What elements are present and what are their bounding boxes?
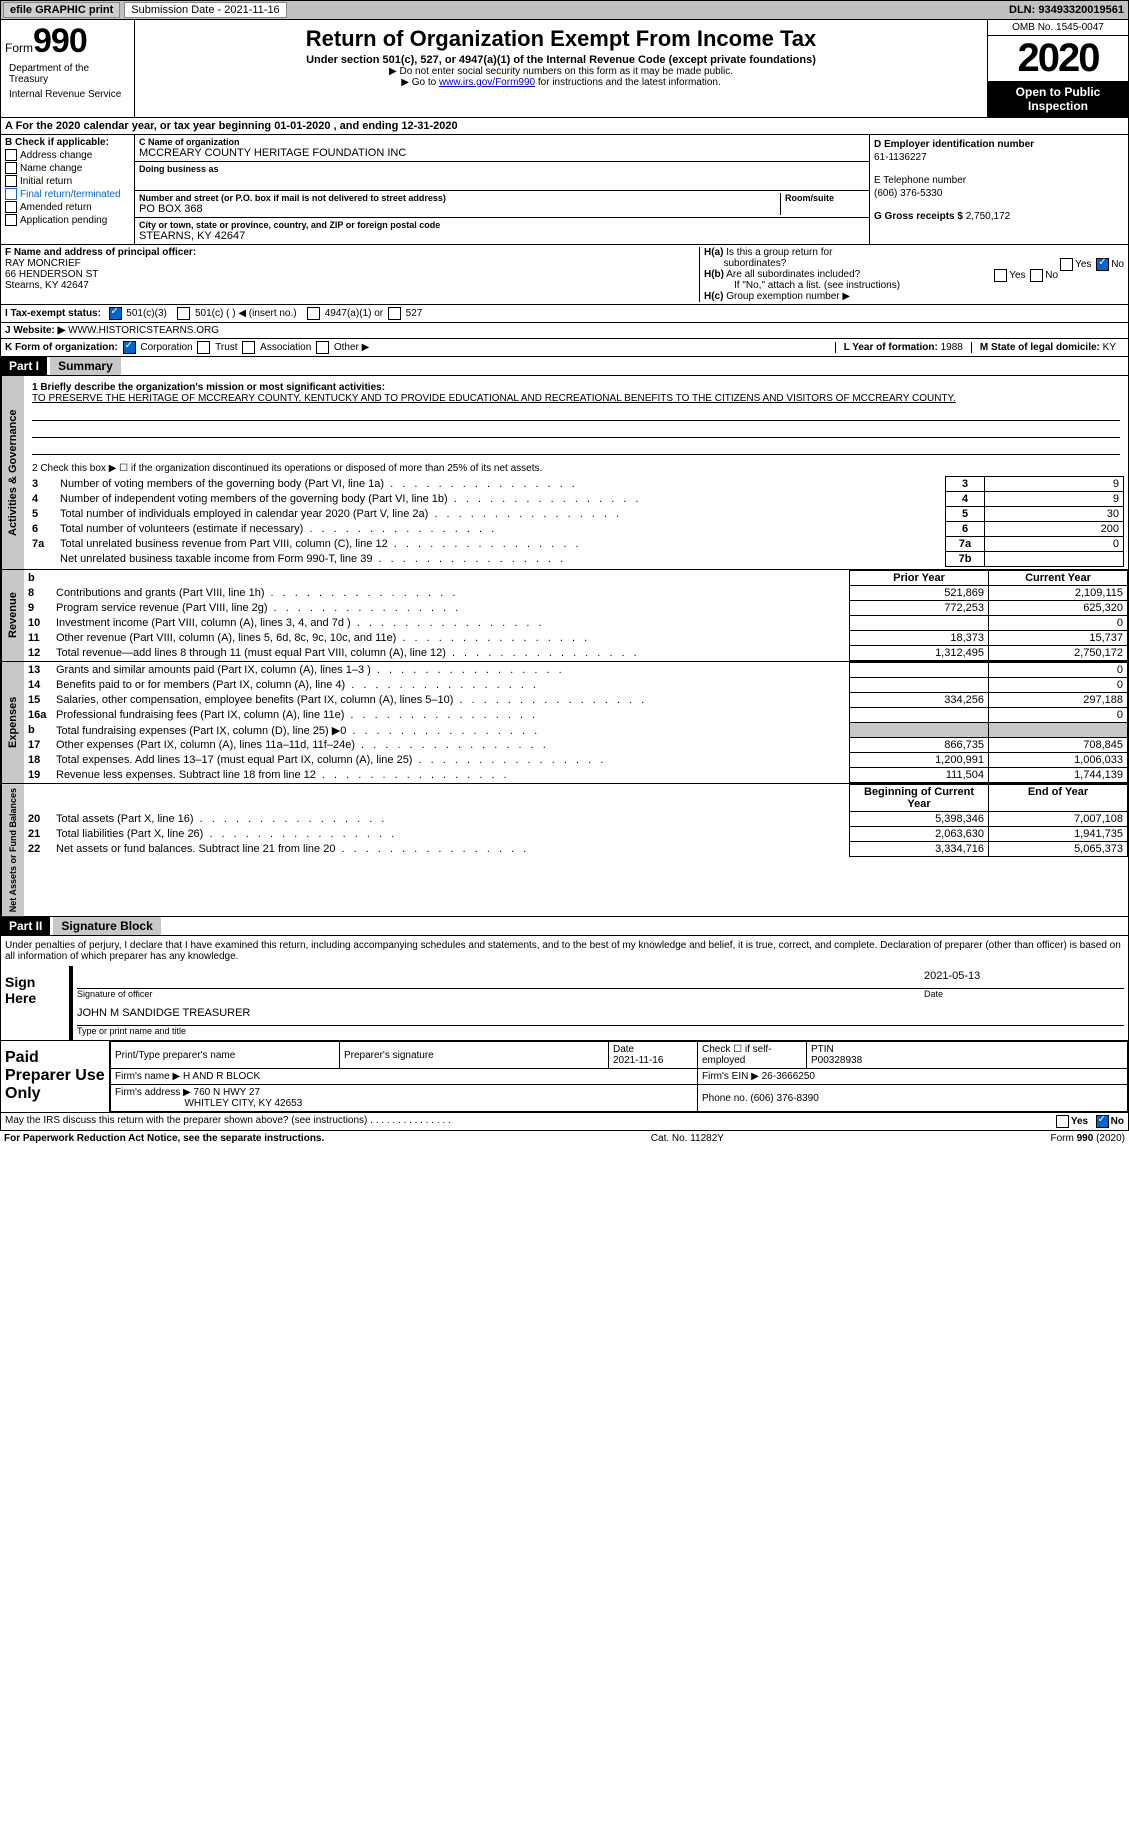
website: WWW.HISTORICSTEARNS.ORG (68, 325, 219, 336)
dept-irs: Internal Revenue Service (5, 87, 130, 102)
governance-label: Activities & Governance (1, 376, 24, 569)
ein-label: D Employer identification number (874, 139, 1034, 150)
other-checkbox[interactable] (316, 341, 329, 354)
col-b-checkboxes: B Check if applicable: Address change Na… (1, 135, 135, 244)
gross-label: G Gross receipts $ (874, 211, 963, 222)
form-label: Form990 (5, 22, 130, 61)
officer-addr2: Stearns, KY 42647 (5, 280, 89, 291)
4947-checkbox[interactable] (307, 307, 320, 320)
row-f-label: F Name and address of principal officer: (5, 247, 196, 258)
submission-date: Submission Date - 2021-11-16 (124, 2, 286, 18)
org-name-label: C Name of organization (139, 137, 865, 147)
note-link: ▶ Go to www.irs.gov/Form990 for instruct… (139, 77, 983, 88)
corp-checkbox[interactable] (123, 341, 136, 354)
part1-title: Summary (50, 357, 121, 375)
city: STEARNS, KY 42647 (139, 230, 865, 242)
officer-addr1: 66 HENDERSON ST (5, 269, 98, 280)
form-title: Return of Organization Exempt From Incom… (139, 26, 983, 52)
note-ssn: ▶ Do not enter social security numbers o… (139, 66, 983, 77)
501c3-checkbox[interactable] (109, 307, 122, 320)
expenses-label: Expenses (1, 662, 24, 783)
addr: PO BOX 368 (139, 203, 780, 215)
irs-link[interactable]: www.irs.gov/Form990 (439, 77, 535, 88)
efile-button[interactable]: efile GRAPHIC print (3, 2, 120, 18)
discuss-yes[interactable] (1056, 1115, 1069, 1128)
netassets-label: Net Assets or Fund Balances (1, 784, 24, 916)
city-label: City or town, state or province, country… (139, 220, 865, 230)
omb-number: OMB No. 1545-0047 (988, 20, 1128, 36)
officer-name: RAY MONCRIEF (5, 258, 81, 269)
footer-center: Cat. No. 11282Y (651, 1133, 724, 1144)
row-j-label: J Website: ▶ (5, 325, 65, 336)
revenue-label: Revenue (1, 570, 24, 661)
part2-header: Part II (1, 917, 50, 935)
preparer-label: Paid Preparer Use Only (1, 1041, 109, 1112)
assoc-checkbox[interactable] (242, 341, 255, 354)
addr-label: Number and street (or P.O. box if mail i… (139, 193, 780, 203)
room-label: Room/suite (785, 193, 865, 203)
declaration: Under penalties of perjury, I declare th… (1, 936, 1128, 966)
part2-title: Signature Block (53, 917, 160, 935)
mission-text: TO PRESERVE THE HERITAGE OF MCCREARY COU… (32, 393, 956, 404)
gross-receipts: 2,750,172 (966, 211, 1011, 222)
trust-checkbox[interactable] (197, 341, 210, 354)
sign-here-label: Sign Here (1, 966, 69, 1040)
open-public-badge: Open to Public Inspection (988, 81, 1128, 117)
part1-header: Part I (1, 357, 47, 375)
form-subtitle: Under section 501(c), 527, or 4947(a)(1)… (139, 54, 983, 66)
discuss-text: May the IRS discuss this return with the… (5, 1115, 451, 1128)
ein: 61-1136227 (874, 152, 1124, 163)
phone-label: E Telephone number (874, 175, 966, 186)
row-a-tax-year: A For the 2020 calendar year, or tax yea… (0, 118, 1129, 135)
501c-checkbox[interactable] (177, 307, 190, 320)
header-bar: efile GRAPHIC print Submission Date - 20… (0, 0, 1129, 20)
dln: DLN: 93493320019561 (1009, 4, 1128, 16)
org-name: MCCREARY COUNTY HERITAGE FOUNDATION INC (139, 147, 865, 159)
row-k-label: K Form of organization: (5, 342, 118, 353)
footer-left: For Paperwork Reduction Act Notice, see … (4, 1133, 324, 1144)
title-row: Form990 Department of the Treasury Inter… (0, 20, 1129, 118)
dba-label: Doing business as (139, 164, 865, 174)
tax-year: 2020 (988, 36, 1128, 81)
row-i-label: I Tax-exempt status: (5, 308, 101, 319)
sig-date: 2021-05-13 (924, 970, 1124, 988)
dept-treasury: Department of the Treasury (5, 61, 130, 87)
527-checkbox[interactable] (388, 307, 401, 320)
officer-print-name: JOHN M SANDIDGE TREASURER (77, 1007, 250, 1025)
discuss-no[interactable] (1096, 1115, 1109, 1128)
footer-right: Form 990 (2020) (1051, 1133, 1125, 1144)
phone: (606) 376-5330 (874, 188, 1124, 199)
